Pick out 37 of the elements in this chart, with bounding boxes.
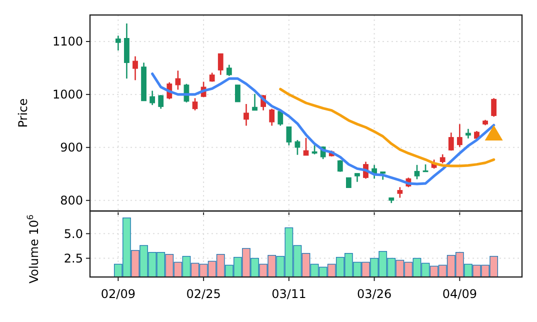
y-tick-label: 900: [60, 140, 83, 155]
candlestick: [132, 56, 138, 81]
x-tick-label: 02/25: [186, 287, 221, 301]
candlestick: [218, 53, 224, 76]
y-tick-label: 800: [60, 194, 83, 208]
y-tick-label: 1100: [52, 34, 83, 49]
candlestick: [235, 84, 240, 103]
y-tick-label: 1000: [52, 88, 83, 102]
candlestick: [252, 93, 258, 111]
candlestick: [286, 126, 292, 146]
candlestick: [466, 128, 471, 140]
candlestick: [440, 154, 446, 164]
candlestick: [456, 123, 462, 148]
candlestick: [244, 103, 249, 126]
candlestick: [414, 164, 420, 180]
candlestick: [150, 90, 156, 106]
candlestick: [269, 108, 275, 126]
line-series: [279, 88, 496, 168]
candlestick: [158, 94, 164, 110]
x-tick-label: 02/09: [100, 287, 136, 301]
candlestick: [337, 159, 343, 172]
y-axis-title: Price: [16, 98, 30, 128]
candlestick: [115, 35, 121, 52]
x-tick-label: 04/09: [442, 287, 477, 301]
candlestick: [346, 176, 352, 188]
candlestick: [226, 64, 232, 77]
candlestick: [312, 144, 318, 155]
candlestick: [448, 132, 454, 152]
candlestick: [397, 186, 403, 198]
x-tick-label: 03/26: [357, 287, 392, 301]
candlestick: [175, 70, 181, 90]
y-tick-label: 5.0: [64, 226, 83, 241]
y-tick-label: 2.5: [64, 251, 83, 266]
candlestick: [192, 98, 198, 111]
x-tick-label: 03/11: [272, 287, 306, 301]
candlestick: [294, 139, 300, 156]
candlestick: [491, 98, 497, 118]
